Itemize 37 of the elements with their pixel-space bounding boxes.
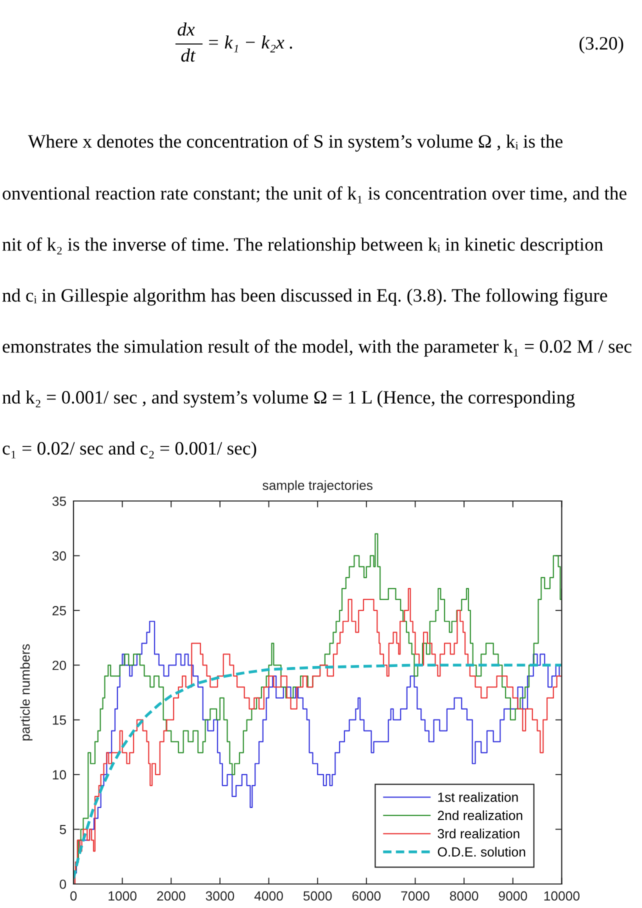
y-axis-title: particle numbers <box>20 644 32 740</box>
x-tick-label: 9000 <box>498 891 528 901</box>
text: dt <box>181 48 196 62</box>
y-tick-label: 35 <box>52 496 66 506</box>
x-tick-label: 7000 <box>401 891 430 901</box>
y-tick-label: 15 <box>52 716 66 725</box>
legend-label: O.D.E. solution <box>438 846 526 857</box>
x-tick-label: 6000 <box>352 891 381 901</box>
x-tick-label: 1000 <box>108 891 136 901</box>
x-tick-label: 4000 <box>254 891 283 901</box>
x-tick-label: 2000 <box>157 891 186 901</box>
x-tick-label: 3000 <box>206 891 234 901</box>
text: nd cᵢ in Gillespie algorithm has been discussed in Eq. (3.8). The following figure <box>2 288 608 306</box>
y-tick-label: 20 <box>52 660 66 670</box>
x-tick-label: 0 <box>70 891 77 901</box>
y-tick-label: 25 <box>52 606 66 616</box>
text: (3.20) <box>580 36 624 54</box>
text: emonstrates the simulation result of the model, with the parameter k₁ = 0.02 M / sec <box>2 339 632 357</box>
text: Where x denotes the concentration of S in system’s volume Ω , kᵢ is the <box>28 134 562 152</box>
x-tick-label: 8000 <box>450 891 478 901</box>
legend-label: 2nd realization <box>438 810 522 820</box>
y-tick-label: 0 <box>60 880 66 889</box>
x-tick-label: 10000 <box>544 891 580 901</box>
text: = k₁ − k₂x . <box>209 36 292 52</box>
text: dx <box>178 22 195 36</box>
y-tick-label: 10 <box>52 770 66 780</box>
text: onventional reaction rate constant; the unit of k₁ is concentration over time, and the <box>2 186 626 204</box>
x-tick-label: 5000 <box>303 891 332 901</box>
legend-label: 1st realization <box>438 792 518 802</box>
text: nd k₂ = 0.001/ sec , and system’s volume Ω = 1 L (Hence, the corresponding <box>2 390 575 408</box>
y-tick-label: 5 <box>60 824 66 834</box>
y-tick-label: 30 <box>52 551 66 561</box>
legend-label: 3rd realization <box>438 828 520 838</box>
text: nit of k₂ is the inverse of time. The relationship between kᵢ in kinetic description <box>2 237 604 255</box>
line-series <box>74 664 562 880</box>
text: c₁ = 0.02/ sec and c₂ = 0.001/ sec) <box>2 442 256 458</box>
chart-title: sample trajectories <box>262 480 372 493</box>
